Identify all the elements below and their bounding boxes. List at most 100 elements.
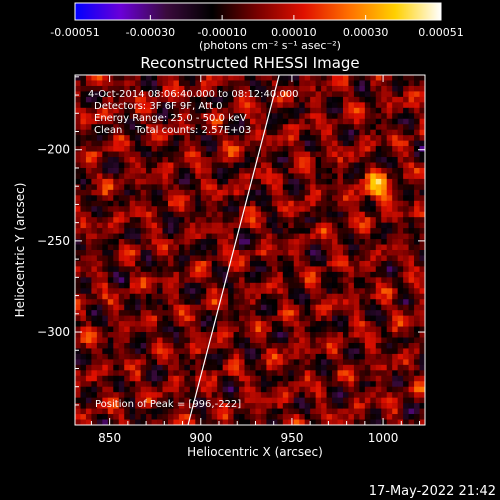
heatmap-cell: [151, 293, 158, 300]
heatmap-cell: [293, 228, 300, 234]
heatmap-cell: [151, 102, 158, 109]
heatmap-cell: [266, 419, 273, 425]
heatmap-cell: [222, 222, 229, 229]
heatmap-cell: [178, 189, 185, 196]
heatmap-cell: [146, 118, 152, 125]
heatmap-cell: [228, 337, 234, 344]
heatmap-cell: [299, 189, 305, 196]
heatmap-cell: [304, 233, 311, 240]
heatmap-cell: [151, 135, 158, 141]
heatmap-cell: [211, 239, 218, 245]
heatmap-cell: [96, 419, 103, 425]
heatmap-cell: [200, 96, 207, 103]
heatmap-cell: [310, 140, 316, 147]
heatmap-cell: [124, 315, 130, 322]
heatmap-cell: [408, 250, 415, 256]
heatmap-cell: [107, 414, 114, 420]
heatmap-cell: [386, 211, 393, 218]
heatmap-cell: [239, 118, 245, 125]
heatmap-cell: [85, 282, 92, 289]
heatmap-cell: [85, 332, 92, 338]
heatmap-cell: [129, 299, 136, 305]
heatmap-cell: [140, 146, 147, 152]
heatmap-cell: [414, 228, 420, 234]
heatmap-cell: [299, 102, 305, 109]
heatmap-cell: [321, 403, 327, 409]
heatmap-cell: [255, 332, 262, 338]
heatmap-cell: [195, 282, 202, 289]
heatmap-cell: [85, 151, 92, 158]
heatmap-cell: [102, 135, 109, 141]
heatmap-cell: [178, 403, 185, 409]
heatmap-cell: [370, 102, 377, 109]
heatmap-cell: [250, 162, 256, 169]
heatmap-cell: [419, 129, 425, 136]
heatmap-cell: [107, 96, 114, 103]
heatmap-cell: [140, 299, 147, 305]
heatmap-cell: [419, 315, 425, 322]
heatmap-cell: [408, 255, 415, 262]
heatmap-cell: [282, 146, 289, 152]
heatmap-cell: [140, 288, 147, 295]
heatmap-cell: [233, 342, 240, 349]
heatmap-cell: [96, 353, 103, 360]
heatmap-cell: [332, 91, 338, 98]
heatmap-cell: [200, 271, 207, 278]
heatmap-cell: [250, 239, 256, 245]
heatmap-cell: [157, 408, 163, 415]
heatmap-cell: [370, 146, 377, 152]
heatmap-cell: [408, 403, 415, 409]
heatmap-cell: [304, 386, 311, 393]
heatmap-cell: [85, 113, 92, 120]
heatmap-cell: [140, 102, 147, 109]
heatmap-cell: [353, 397, 360, 404]
heatmap-cell: [310, 173, 316, 180]
heatmap-cell: [184, 419, 191, 425]
heatmap-cell: [342, 255, 349, 262]
heatmap-cell: [162, 96, 169, 103]
heatmap-cell: [266, 162, 273, 169]
heatmap-cell: [178, 140, 185, 147]
heatmap-cell: [348, 375, 355, 382]
heatmap-cell: [337, 304, 344, 311]
heatmap-cell: [189, 277, 196, 284]
heatmap-cell: [107, 140, 114, 147]
heatmap-cell: [107, 364, 114, 371]
heatmap-cell: [129, 255, 136, 262]
heatmap-cell: [375, 75, 382, 81]
heatmap-cell: [184, 124, 191, 130]
heatmap-cell: [397, 315, 404, 322]
heatmap-cell: [184, 167, 191, 174]
heatmap-cell: [124, 392, 130, 398]
heatmap-cell: [244, 260, 251, 267]
heatmap-cell: [75, 342, 81, 349]
heatmap-cell: [359, 80, 366, 87]
heatmap-cell: [348, 211, 355, 218]
heatmap-cell: [206, 167, 213, 174]
heatmap-cell: [102, 118, 109, 125]
heatmap-cell: [299, 157, 305, 163]
heatmap-cell: [359, 386, 366, 393]
heatmap-cell: [173, 353, 180, 360]
heatmap-cell: [321, 228, 327, 234]
heatmap-cell: [315, 184, 322, 191]
heatmap-cell: [233, 277, 240, 284]
heatmap-cell: [96, 91, 103, 98]
heatmap-cell: [200, 178, 207, 185]
heatmap-cell: [299, 266, 305, 273]
heatmap-cell: [157, 310, 163, 316]
heatmap-cell: [348, 233, 355, 240]
heatmap-cell: [414, 211, 420, 218]
heatmap-cell: [260, 310, 267, 316]
heatmap-cell: [370, 386, 377, 393]
heatmap-cell: [184, 364, 191, 371]
heatmap-cell: [392, 151, 398, 158]
heatmap-cell: [403, 91, 409, 98]
heatmap-cell: [195, 348, 202, 355]
heatmap-cell: [260, 107, 267, 114]
heatmap-cell: [304, 397, 311, 404]
heatmap-cell: [189, 118, 196, 125]
heatmap-cell: [386, 233, 393, 240]
heatmap-cell: [277, 288, 284, 295]
heatmap-cell: [189, 129, 196, 136]
